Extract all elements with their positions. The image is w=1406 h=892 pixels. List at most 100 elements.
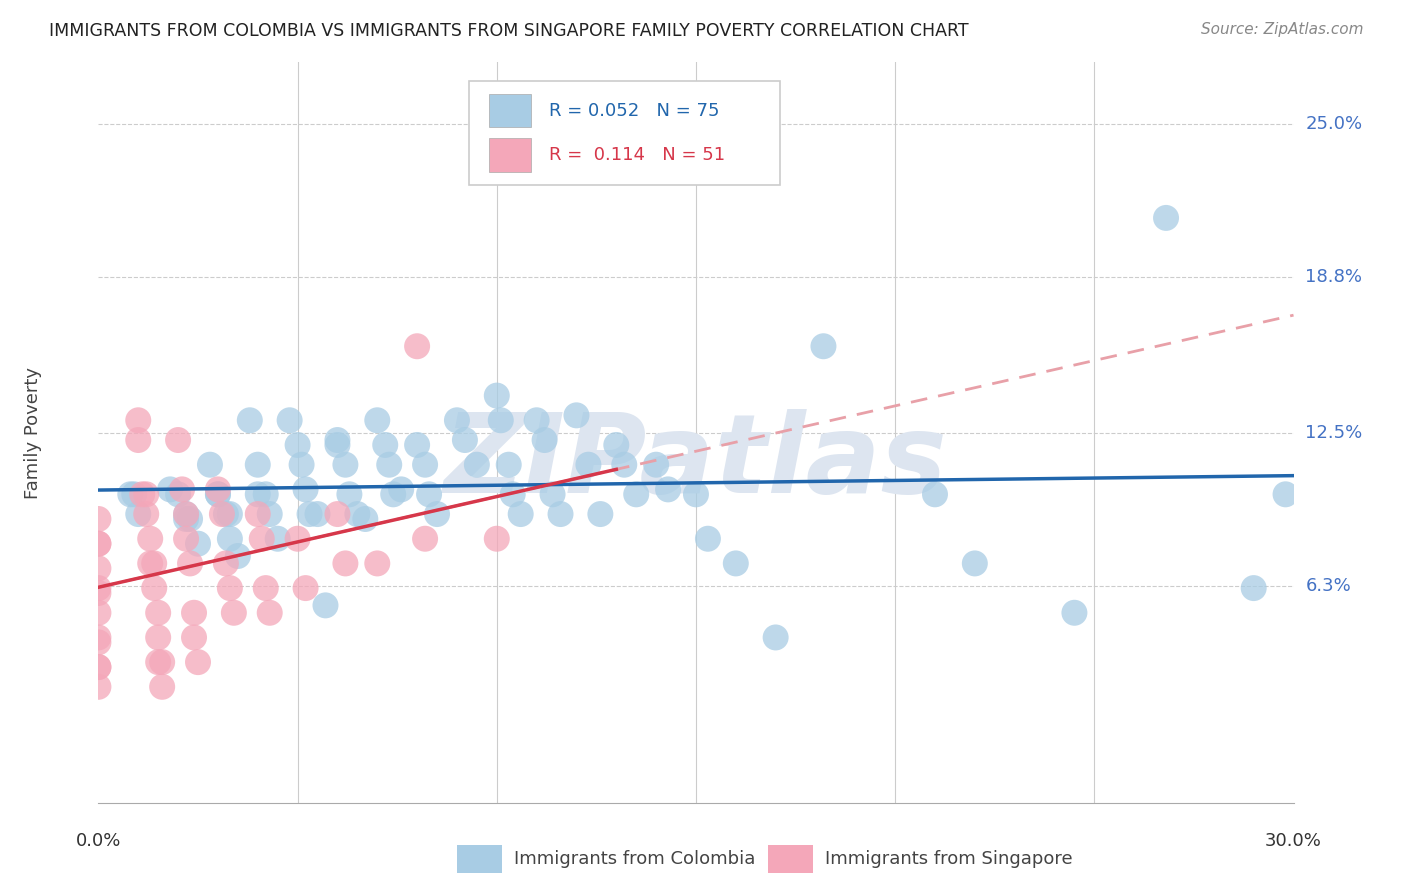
Point <box>183 606 205 620</box>
Text: Family Poverty: Family Poverty <box>24 367 42 499</box>
Point <box>298 507 321 521</box>
Point <box>87 561 110 575</box>
Point <box>259 507 281 521</box>
Point <box>1243 581 1265 595</box>
Point <box>207 487 229 501</box>
Point <box>167 487 190 501</box>
Text: Immigrants from Singapore: Immigrants from Singapore <box>825 850 1073 868</box>
Point <box>697 532 720 546</box>
Text: Immigrants from Colombia: Immigrants from Colombia <box>515 850 755 868</box>
Point <box>389 483 412 497</box>
Point <box>1274 487 1296 501</box>
Point <box>246 487 269 501</box>
Point <box>124 487 146 501</box>
Point <box>135 507 157 521</box>
Point <box>207 487 229 501</box>
Point <box>578 458 600 472</box>
Point <box>550 507 572 521</box>
Point <box>533 433 555 447</box>
Point <box>87 512 110 526</box>
Point <box>382 487 405 501</box>
Point <box>626 487 648 501</box>
Point <box>150 655 173 669</box>
Point <box>174 512 197 526</box>
Point <box>87 536 110 550</box>
Point <box>378 458 401 472</box>
Point <box>565 409 588 423</box>
Point <box>219 532 242 546</box>
Point <box>222 606 245 620</box>
Point <box>498 458 520 472</box>
Point <box>287 438 309 452</box>
Point <box>657 483 679 497</box>
Point <box>127 433 149 447</box>
Point <box>143 557 166 571</box>
FancyBboxPatch shape <box>489 94 531 128</box>
Point <box>1154 211 1177 225</box>
Text: R =  0.114   N = 51: R = 0.114 N = 51 <box>548 146 725 164</box>
Point <box>374 438 396 452</box>
Point <box>183 631 205 645</box>
Point <box>287 532 309 546</box>
Point <box>426 507 449 521</box>
Point <box>87 536 110 550</box>
Point <box>254 487 277 501</box>
Point <box>246 507 269 521</box>
Point <box>87 581 110 595</box>
Point <box>167 433 190 447</box>
Point <box>172 483 194 497</box>
Point <box>685 487 707 501</box>
Point <box>127 507 149 521</box>
Point <box>174 532 197 546</box>
Point <box>354 512 377 526</box>
Point <box>454 433 477 447</box>
Point <box>502 487 524 501</box>
Point <box>87 606 110 620</box>
Point <box>87 680 110 694</box>
FancyBboxPatch shape <box>470 81 780 185</box>
Point <box>326 507 349 521</box>
Point <box>813 339 835 353</box>
Point <box>150 680 173 694</box>
Point <box>346 507 368 521</box>
Point <box>509 507 531 521</box>
Text: 0.0%: 0.0% <box>76 832 121 850</box>
Point <box>366 557 388 571</box>
Text: 30.0%: 30.0% <box>1265 832 1322 850</box>
Point <box>413 532 436 546</box>
Point <box>120 487 142 501</box>
Point <box>589 507 612 521</box>
FancyBboxPatch shape <box>768 845 813 873</box>
Point <box>215 557 238 571</box>
Point <box>267 532 290 546</box>
Point <box>148 606 170 620</box>
Point <box>541 487 564 501</box>
Point <box>605 438 627 452</box>
Point <box>207 483 229 497</box>
Text: ZIPatlas: ZIPatlas <box>444 409 948 516</box>
Point <box>187 655 209 669</box>
Point <box>1063 606 1085 620</box>
Point <box>148 655 170 669</box>
Point <box>963 557 986 571</box>
Point <box>174 507 197 521</box>
Point <box>326 438 349 452</box>
Point <box>187 536 209 550</box>
FancyBboxPatch shape <box>457 845 502 873</box>
Point <box>489 413 512 427</box>
Point <box>87 631 110 645</box>
Point <box>179 512 201 526</box>
Point <box>418 487 440 501</box>
Text: 6.3%: 6.3% <box>1306 576 1351 595</box>
Point <box>148 631 170 645</box>
Point <box>215 507 238 521</box>
Point <box>219 581 242 595</box>
Point <box>143 581 166 595</box>
Point <box>278 413 301 427</box>
Point <box>127 413 149 427</box>
Point <box>924 487 946 501</box>
Point <box>485 532 508 546</box>
Point <box>765 631 787 645</box>
Point <box>87 660 110 674</box>
Point <box>294 483 316 497</box>
